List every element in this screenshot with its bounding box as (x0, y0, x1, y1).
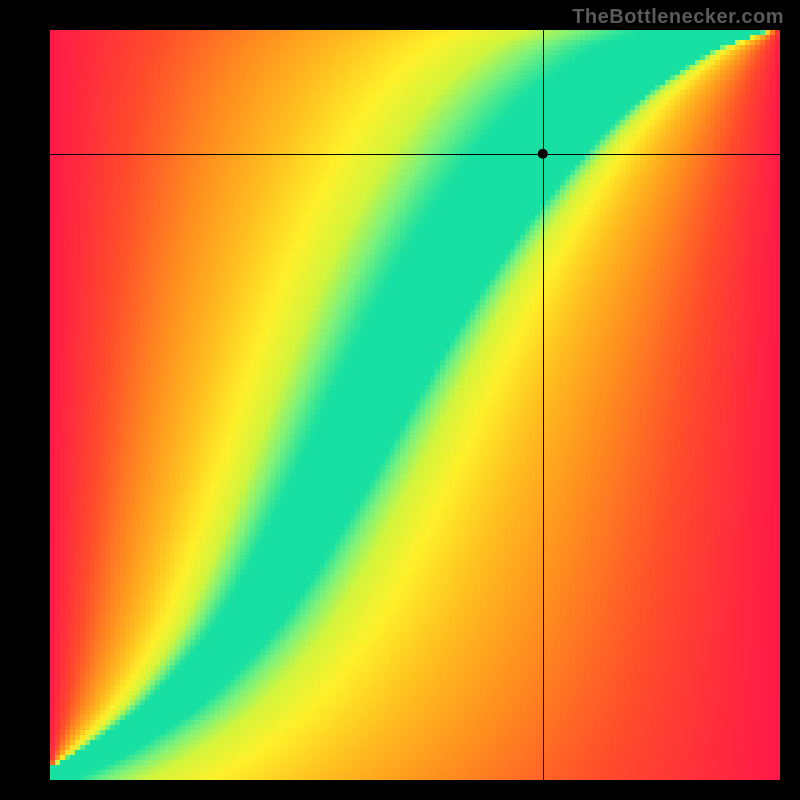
watermark-text: TheBottlenecker.com (572, 6, 784, 29)
bottleneck-heatmap-canvas (0, 0, 800, 800)
